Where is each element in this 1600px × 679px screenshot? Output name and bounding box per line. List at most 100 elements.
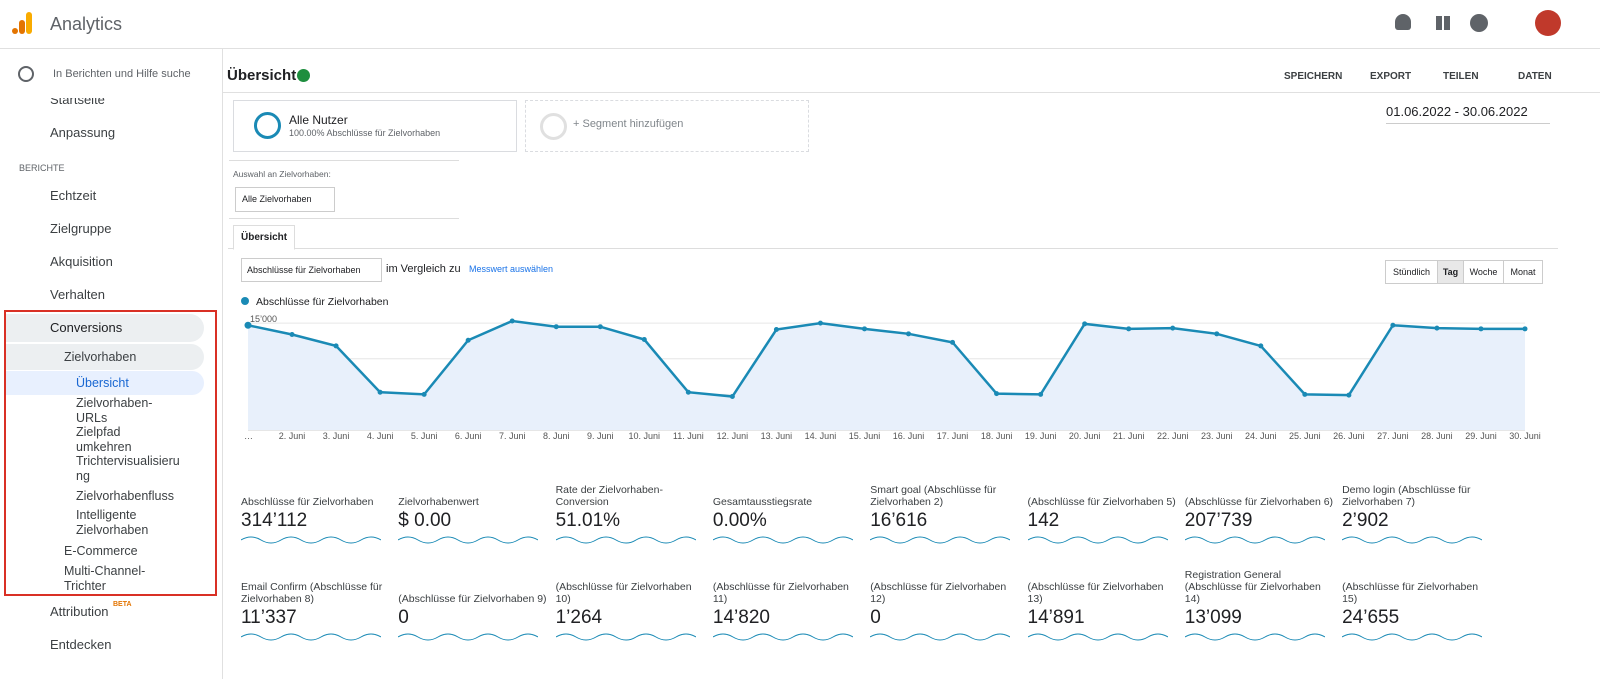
logo xyxy=(12,12,32,34)
metric-tile[interactable]: (Abschlüsse für Zielvorhaben 10) 1’264 xyxy=(555,577,706,667)
segment-detail: 100.00% Abschlüsse für Zielvorhaben xyxy=(289,128,441,138)
x-tick-label: 10. Juni xyxy=(629,431,661,441)
nav-sub[interactable]: Zielpfad umkehren xyxy=(76,425,132,454)
nav-item[interactable]: Akquisition xyxy=(50,254,113,269)
metric-tile[interactable]: Zielvorhabenwert $ 0.00 xyxy=(398,480,548,570)
x-tick-label: 19. Juni xyxy=(1025,431,1057,441)
nav-item[interactable]: Conversions xyxy=(50,320,123,335)
metric-tile[interactable]: (Abschlüsse für Zielvorhaben 15) 24’655 xyxy=(1341,577,1492,667)
divider xyxy=(229,218,459,219)
x-tick-label: 11. Juni xyxy=(673,431,704,441)
tile-title: (Abschlüsse für Zielvorhaben 13) xyxy=(1027,581,1164,605)
tile-title: Registration General (Abschlüsse für Zie… xyxy=(1184,569,1321,605)
metric-tile[interactable]: (Abschlüsse für Zielvorhaben 11) 14’820 xyxy=(712,577,863,667)
divider xyxy=(222,92,1600,93)
nav-item[interactable]: Echtzeit xyxy=(50,188,97,203)
sparkline xyxy=(555,536,696,544)
tile-title: (Abschlüsse für Zielvorhaben 6) xyxy=(1184,496,1334,508)
point xyxy=(1170,325,1176,331)
sparkline xyxy=(1184,536,1326,544)
tile-title: Rate der Zielvorhaben-Conversion xyxy=(555,484,663,508)
point xyxy=(465,337,471,343)
tab[interactable]: Übersicht xyxy=(233,225,296,250)
tile-value: 207’739 xyxy=(1184,510,1253,531)
tile-value: 24’655 xyxy=(1342,607,1400,628)
nav-item[interactable]: Anpassung xyxy=(50,125,116,140)
nav-sub[interactable]: Übersicht xyxy=(76,376,129,390)
metric-tile[interactable]: (Abschlüsse für Zielvorhaben 13) 14’891 xyxy=(1027,577,1178,667)
metric-select[interactable]: Abschlüsse für Zielvorhaben xyxy=(241,258,382,282)
date-range[interactable]: 01.06.2022 - 30.06.2022 xyxy=(1386,104,1550,124)
metric-tile[interactable]: Rate der Zielvorhaben-Conversion 51.01% xyxy=(555,480,706,570)
search-input[interactable]: In Berichten und Hilfe suche xyxy=(53,68,191,80)
tile-title: Email Confirm (Abschlüsse für Zielvorhab… xyxy=(241,581,383,605)
metric-tile[interactable]: (Abschlüsse für Zielvorhaben 9) 0 xyxy=(398,577,548,667)
nav-item[interactable]: Attribution xyxy=(50,604,109,619)
metric-tile[interactable]: (Abschlüsse für Zielvorhaben 5) 142 xyxy=(1027,480,1178,570)
nav-sub[interactable]: Trichtervisualisierung xyxy=(76,454,180,483)
apps-icon[interactable] xyxy=(1436,16,1450,30)
period-button[interactable]: Tag xyxy=(1437,260,1464,284)
tab-line xyxy=(228,248,1558,249)
metric-tile[interactable]: Gesamtausstiegsrate 0.00% xyxy=(712,480,863,570)
metric-tile[interactable]: Email Confirm (Abschlüsse für Zielvorhab… xyxy=(240,577,391,667)
metric-link[interactable]: Messwert auswählen xyxy=(469,264,554,274)
period-button[interactable]: Monat xyxy=(1503,260,1543,284)
x-tick-label: 5. Juni xyxy=(411,431,438,441)
tile-value: 1’264 xyxy=(555,607,603,628)
page-title: Übersicht xyxy=(227,67,297,84)
action-button[interactable]: DATEN xyxy=(1518,71,1552,82)
goal-select[interactable]: Alle Zielvorhaben xyxy=(235,187,335,212)
nav-item[interactable]: Zielgruppe xyxy=(50,221,112,236)
nav-sub[interactable]: Zielvorhaben xyxy=(64,350,137,364)
nav-sub[interactable]: E-Commerce xyxy=(64,544,138,558)
nav-item[interactable]: Startseite xyxy=(50,92,105,107)
tile-title: (Abschlüsse für Zielvorhaben 9) xyxy=(398,593,547,605)
period-button[interactable]: Stündlich xyxy=(1385,260,1438,284)
segment-card[interactable] xyxy=(233,100,517,152)
segment-add[interactable]: + Segment hinzufügen xyxy=(573,118,684,130)
segment-add-card[interactable] xyxy=(525,100,809,152)
action-button[interactable]: SPEICHERN xyxy=(1284,71,1343,82)
x-tick-label: 23. Juni xyxy=(1201,431,1233,441)
metric-tile[interactable]: Smart goal (Abschlüsse für Zielvorhaben … xyxy=(869,480,1020,570)
x-tick-label: 28. Juni xyxy=(1421,431,1453,441)
nav-sub[interactable]: Zielvorhaben-URLs xyxy=(76,396,153,425)
metric-tile[interactable]: Demo login (Abschlüsse für Zielvorhaben … xyxy=(1341,480,1492,570)
active-bg xyxy=(6,344,204,370)
tile-value: 0.00% xyxy=(712,510,767,531)
nav-sub[interactable]: Intelligente Zielvorhaben xyxy=(76,508,149,537)
nav-sub[interactable]: Zielvorhabenfluss xyxy=(76,489,174,503)
x-tick-label: 17. Juni xyxy=(937,431,969,441)
period-button[interactable]: Woche xyxy=(1463,260,1504,284)
metric-tile[interactable]: Abschlüsse für Zielvorhaben 314’112 xyxy=(240,480,391,570)
sparkline xyxy=(555,633,696,641)
x-tick-label: 21. Juni xyxy=(1113,431,1145,441)
help-icon[interactable] xyxy=(1470,14,1488,32)
section-label: BERICHTE xyxy=(19,163,65,173)
tile-title: Gesamtausstiegsrate xyxy=(712,496,813,508)
point xyxy=(1214,331,1220,337)
x-tick-label: 13. Juni xyxy=(761,431,793,441)
tile-title: Abschlüsse für Zielvorhaben xyxy=(241,496,374,508)
x-tick-label: 15. Juni xyxy=(849,431,881,441)
tile-title: (Abschlüsse für Zielvorhaben 15) xyxy=(1342,581,1479,605)
sparkline xyxy=(1341,536,1483,544)
bell-icon[interactable] xyxy=(1395,14,1411,30)
tile-value: 51.01% xyxy=(555,510,621,531)
sparkline xyxy=(1341,633,1483,641)
nav-item[interactable]: Entdecken xyxy=(50,637,112,652)
action-button[interactable]: TEILEN xyxy=(1443,71,1479,82)
nav-item[interactable]: Verhalten xyxy=(50,287,105,302)
tile-value: 0 xyxy=(870,607,881,628)
x-tick-label: 2. Juni xyxy=(279,431,306,441)
nav-sub[interactable]: Multi-Channel-Trichter xyxy=(64,564,146,593)
sparkline xyxy=(240,536,382,544)
metric-tile[interactable]: (Abschlüsse für Zielvorhaben 12) 0 xyxy=(869,577,1020,667)
metric-tile[interactable]: Registration General (Abschlüsse für Zie… xyxy=(1184,569,1335,667)
action-button[interactable]: EXPORT xyxy=(1370,71,1412,82)
metric-tile[interactable]: (Abschlüsse für Zielvorhaben 6) 207’739 xyxy=(1184,480,1335,570)
line xyxy=(247,319,1525,398)
avatar[interactable] xyxy=(1535,10,1561,36)
sparkline xyxy=(398,633,539,641)
